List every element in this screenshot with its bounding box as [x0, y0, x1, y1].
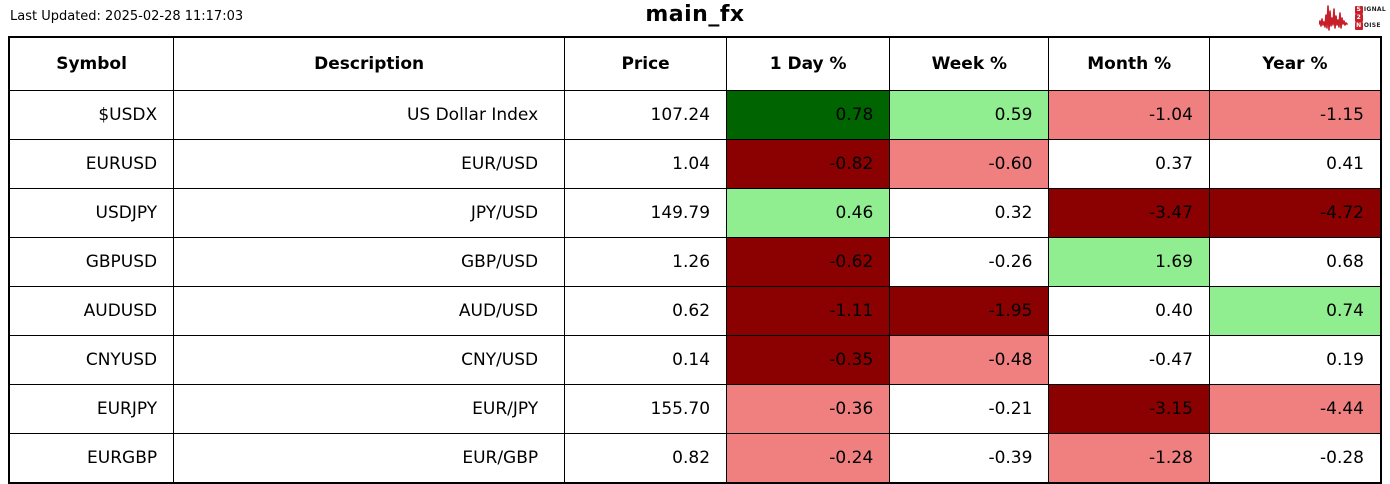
- change-cell-year: -1.15: [1208, 90, 1382, 140]
- price-cell: 1.04: [564, 139, 728, 189]
- change-cell-year: 0.19: [1208, 335, 1382, 385]
- description-cell: EUR/USD: [173, 139, 566, 189]
- symbol-cell: $USDX: [8, 90, 175, 140]
- change-cell-week: -0.48: [889, 335, 1050, 385]
- price-cell: 0.14: [564, 335, 728, 385]
- description-cell: AUD/USD: [173, 286, 566, 336]
- price-cell: 155.70: [564, 384, 728, 434]
- symbol-cell: AUDUSD: [8, 286, 175, 336]
- column-header-symbol: Symbol: [8, 36, 175, 91]
- column-header-month: Month %: [1048, 36, 1210, 91]
- symbol-cell: USDJPY: [8, 188, 175, 238]
- change-cell-year: 0.74: [1208, 286, 1382, 336]
- last-updated-label: Last Updated: 2025-02-28 11:17:03: [10, 9, 244, 24]
- description-cell: JPY/USD: [173, 188, 566, 238]
- change-cell-year: 0.68: [1208, 237, 1382, 287]
- change-cell-month: -1.04: [1048, 90, 1210, 140]
- price-cell: 107.24: [564, 90, 728, 140]
- change-cell-month: -1.28: [1048, 433, 1210, 484]
- column-header-year: Year %: [1208, 36, 1382, 91]
- change-cell-year: 0.41: [1208, 139, 1382, 189]
- change-cell-year: -4.72: [1208, 188, 1382, 238]
- change-cell-week: -0.21: [889, 384, 1050, 434]
- change-cell-1day: -0.82: [726, 139, 891, 189]
- symbol-cell: EURUSD: [8, 139, 175, 189]
- column-header-1-day: 1 Day %: [726, 36, 891, 91]
- description-cell: EUR/JPY: [173, 384, 566, 434]
- logo-line-signal: S IGNAL: [1354, 6, 1386, 14]
- description-cell: GBP/USD: [173, 237, 566, 287]
- symbol-cell: CNYUSD: [8, 335, 175, 385]
- change-cell-month: -3.15: [1048, 384, 1210, 434]
- logo-letter-n: N: [1354, 22, 1363, 30]
- logo-signal-rest: IGNAL: [1363, 6, 1386, 13]
- price-cell: 0.82: [564, 433, 728, 484]
- logo-letter-s: S: [1354, 6, 1363, 14]
- price-cell: 149.79: [564, 188, 728, 238]
- table-row: EURUSD EUR/USD 1.04 -0.82 -0.60 0.37 0.41: [8, 139, 1382, 189]
- change-cell-1day: 0.46: [726, 188, 891, 238]
- logo-line-noise: N OISE: [1354, 22, 1386, 30]
- logo-line-two: 2: [1354, 14, 1386, 22]
- change-cell-month: 1.69: [1048, 237, 1210, 287]
- table-row: $USDX US Dollar Index 107.24 0.78 0.59 -1.04-…: [8, 90, 1382, 140]
- symbol-cell: EURGBP: [8, 433, 175, 484]
- change-cell-1day: -0.62: [726, 237, 891, 287]
- table-row: EURJPY EUR/JPY 155.70 -0.36 -0.21 -3.15 -4.44: [8, 384, 1382, 434]
- table-row: CNYUSD CNY/USD 0.14 -0.35 -0.48 -0.47 0.19: [8, 335, 1382, 385]
- change-cell-1day: -0.36: [726, 384, 891, 434]
- symbol-cell: GBPUSD: [8, 237, 175, 287]
- signal2noise-logo: S IGNAL 2 N OISE: [1318, 3, 1386, 33]
- description-cell: US Dollar Index: [173, 90, 566, 140]
- logo-text: S IGNAL 2 N OISE: [1354, 6, 1386, 30]
- change-cell-week: -1.95: [889, 286, 1050, 336]
- fx-table: Symbol Description Price 1 Day % Week % Month…: [8, 36, 1382, 484]
- table-body: $USDX US Dollar Index 107.24 0.78 0.59 -1.04-…: [8, 90, 1382, 484]
- change-cell-week: -0.26: [889, 237, 1050, 287]
- waveform-icon: [1318, 4, 1357, 32]
- change-cell-week: 0.32: [889, 188, 1050, 238]
- change-cell-month: -0.47: [1048, 335, 1210, 385]
- description-cell: CNY/USD: [173, 335, 566, 385]
- table-row: USDJPY JPY/USD 149.79 0.46 0.32 -3.47 -4.72: [8, 188, 1382, 238]
- change-cell-week: -0.39: [889, 433, 1050, 484]
- price-cell: 1.26: [564, 237, 728, 287]
- table-header-row: Symbol Description Price 1 Day % Week % Month…: [8, 36, 1382, 91]
- column-header-price: Price: [564, 36, 728, 91]
- table-row: EURGBP EUR/GBP 0.82 -0.24 -0.39 -1.28 -0.28: [8, 433, 1382, 484]
- change-cell-1day: 0.78: [726, 90, 891, 140]
- change-cell-1day: -0.35: [726, 335, 891, 385]
- change-cell-month: 0.40: [1048, 286, 1210, 336]
- change-cell-week: -0.60: [889, 139, 1050, 189]
- price-cell: 0.62: [564, 286, 728, 336]
- change-cell-1day: -1.11: [726, 286, 891, 336]
- change-cell-year: -4.44: [1208, 384, 1382, 434]
- change-cell-1day: -0.24: [726, 433, 891, 484]
- page-title: main_fx: [645, 2, 745, 27]
- column-header-description: Description: [173, 36, 566, 91]
- change-cell-week: 0.59: [889, 90, 1050, 140]
- description-cell: EUR/GBP: [173, 433, 566, 484]
- column-header-week: Week %: [889, 36, 1050, 91]
- change-cell-month: -3.47: [1048, 188, 1210, 238]
- table-row: AUDUSD AUD/USD 0.62 -1.11 -1.95 0.40 0.74: [8, 286, 1382, 336]
- change-cell-month: 0.37: [1048, 139, 1210, 189]
- logo-letter-2: 2: [1354, 14, 1363, 22]
- symbol-cell: EURJPY: [8, 384, 175, 434]
- change-cell-year: -0.28: [1208, 433, 1382, 484]
- table-row: GBPUSD GBP/USD 1.26 -0.62 -0.26 1.69 0.68: [8, 237, 1382, 287]
- logo-noise-rest: OISE: [1363, 22, 1381, 29]
